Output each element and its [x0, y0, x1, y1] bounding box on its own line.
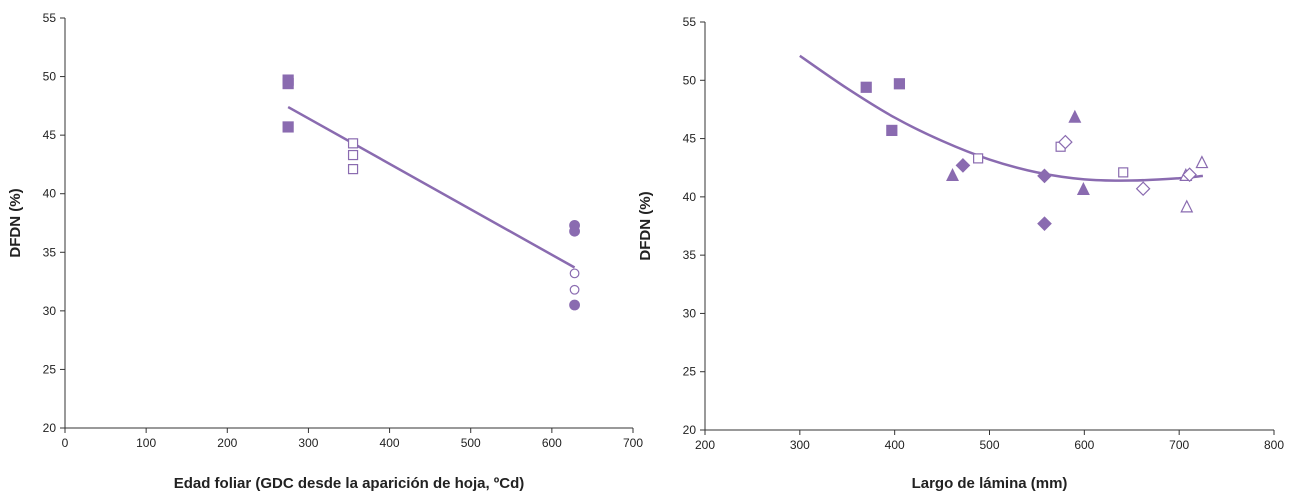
data-point-circle-open — [569, 268, 580, 279]
data-point-circle-filled — [569, 299, 580, 311]
x-tick-label: 800 — [1264, 438, 1284, 452]
data-point-circle-filled — [569, 225, 580, 237]
data-point-circle-open — [569, 284, 580, 295]
x-tick-label: 0 — [62, 436, 69, 450]
x-tick-label: 300 — [298, 436, 318, 450]
data-point-diamond-open — [1135, 181, 1151, 197]
data-point-square-open — [973, 153, 984, 164]
data-point-square-filled — [282, 77, 294, 90]
y-tick-label: 40 — [43, 187, 57, 201]
y-tick-label: 30 — [683, 306, 697, 320]
data-point-triangle-filled — [946, 168, 959, 181]
y-tick-label: 55 — [683, 15, 697, 29]
x-tick-label: 500 — [979, 438, 999, 452]
right-scatter-panel: 20 25 30 35 40 45 50 55 200 300 400 500 600 700 800 Lar… — [637, 15, 1284, 492]
y-tick-label: 55 — [43, 11, 57, 25]
left-scatter-panel: 20 25 30 35 40 45 50 55 0 100 200 300 400 500 600 700 Ed… — [7, 11, 643, 492]
data-point-square-filled — [860, 81, 872, 93]
x-tick-label: 600 — [1074, 438, 1094, 452]
y-tick-label: 25 — [43, 362, 57, 376]
x-tick-label: 700 — [623, 436, 643, 450]
x-tick-label: 600 — [542, 436, 562, 450]
data-point-triangle-open — [1195, 155, 1209, 169]
y-tick-label: 50 — [683, 73, 697, 87]
x-tick-label: 300 — [790, 438, 810, 452]
data-point-square-open — [347, 164, 359, 175]
data-point-diamond-open — [1182, 167, 1197, 183]
data-point-triangle-filled — [1076, 182, 1090, 195]
y-tick-label: 25 — [683, 365, 697, 379]
y-axis-label: DFDN (%) — [7, 188, 24, 257]
data-point-diamond-filled — [1037, 216, 1052, 232]
x-tick-label: 100 — [136, 436, 156, 450]
data-point-square-open — [1118, 167, 1129, 178]
y-tick-label: 40 — [683, 190, 697, 204]
y-tick-label: 35 — [43, 245, 57, 259]
x-tick-label: 400 — [885, 438, 905, 452]
x-tick-label: 200 — [217, 436, 237, 450]
trend-line — [799, 54, 1204, 182]
trend-line — [287, 105, 576, 269]
data-point-diamond-open — [1058, 134, 1073, 150]
y-tick-label: 45 — [683, 132, 697, 146]
x-tick-label: 700 — [1169, 438, 1189, 452]
data-point-triangle-open — [1180, 199, 1194, 213]
y-tick-label: 45 — [43, 128, 57, 142]
data-point-square-open — [347, 149, 359, 161]
x-tick-label: 400 — [380, 436, 400, 450]
y-tick-label: 20 — [683, 423, 697, 437]
data-point-square-filled — [886, 124, 898, 137]
y-tick-label: 30 — [43, 304, 57, 318]
x-axis-label: Edad foliar (GDC desde la aparición de h… — [174, 475, 525, 492]
x-tick-label: 500 — [461, 436, 481, 450]
data-point-diamond-filled — [955, 158, 971, 173]
y-tick-label: 35 — [683, 248, 697, 262]
data-point-diamond-filled — [1037, 168, 1052, 184]
data-point-square-open — [347, 138, 359, 149]
x-tick-label: 200 — [695, 438, 715, 452]
y-tick-label: 50 — [43, 70, 57, 84]
y-tick-label: 20 — [43, 421, 57, 435]
data-point-square-filled — [893, 78, 906, 90]
x-axis-label: Largo de lámina (mm) — [912, 475, 1068, 492]
y-axis-label: DFDN (%) — [637, 191, 654, 260]
data-point-square-filled — [282, 121, 294, 133]
data-point-triangle-filled — [1068, 109, 1082, 123]
